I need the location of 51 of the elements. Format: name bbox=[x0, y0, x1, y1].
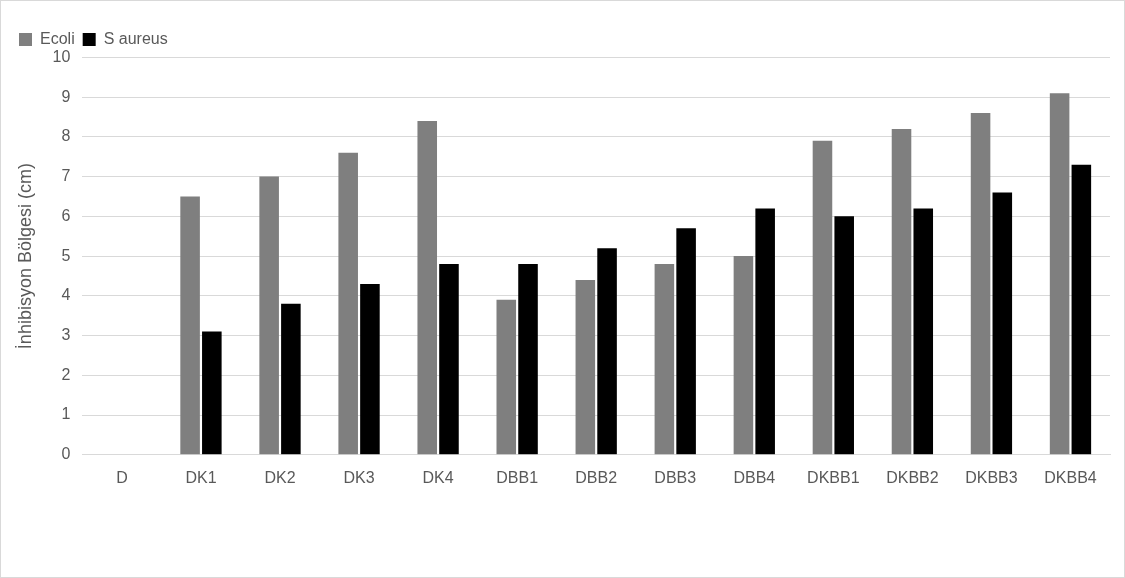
bar bbox=[654, 264, 675, 455]
x-tick-label: DKBB1 bbox=[807, 468, 860, 486]
bar bbox=[992, 192, 1013, 455]
y-tick-label: 5 bbox=[61, 246, 71, 264]
bar bbox=[338, 152, 358, 455]
bar bbox=[417, 120, 438, 455]
bar bbox=[496, 299, 517, 455]
bar bbox=[812, 140, 833, 455]
y-tick-label: 2 bbox=[61, 365, 71, 383]
legend-label: S aureus bbox=[103, 29, 168, 47]
y-axis-title: İnhibisyon Bölgesi (cm) bbox=[14, 163, 35, 350]
y-tick-label: 10 bbox=[52, 47, 71, 65]
y-tick-label: 8 bbox=[61, 127, 71, 145]
y-tick-label: 7 bbox=[61, 167, 71, 185]
x-tick-label: DK4 bbox=[422, 468, 454, 486]
bar bbox=[1071, 164, 1092, 455]
legend-label: Ecoli bbox=[40, 29, 75, 47]
y-tick-label: 1 bbox=[61, 405, 71, 423]
bar bbox=[281, 303, 301, 455]
y-tick-label: 0 bbox=[61, 445, 71, 463]
x-tick-label: DBB3 bbox=[654, 468, 697, 486]
x-tick-label: DK3 bbox=[343, 468, 375, 486]
bar bbox=[891, 128, 912, 455]
x-tick-label: DKBB3 bbox=[965, 468, 1018, 486]
x-tick-label: DK1 bbox=[185, 468, 217, 486]
bar bbox=[1049, 93, 1070, 455]
y-tick-label: 6 bbox=[61, 206, 71, 224]
bar bbox=[180, 196, 200, 455]
x-tick-label: DK2 bbox=[264, 468, 296, 486]
x-tick-label: DBB2 bbox=[575, 468, 618, 486]
bar bbox=[970, 113, 991, 455]
x-tick-label: DKBB2 bbox=[886, 468, 939, 486]
bar bbox=[575, 279, 596, 455]
bar bbox=[202, 331, 222, 455]
bar bbox=[259, 176, 279, 455]
x-tick-label: DKBB4 bbox=[1044, 468, 1097, 486]
bar bbox=[439, 264, 459, 455]
x-tick-label: DBB1 bbox=[496, 468, 539, 486]
bar bbox=[360, 283, 380, 455]
bar bbox=[676, 228, 696, 455]
bar bbox=[518, 264, 538, 455]
y-tick-label: 4 bbox=[61, 286, 71, 304]
bar bbox=[913, 208, 934, 455]
y-tick-label: 9 bbox=[61, 87, 71, 105]
x-tick-label: DBB4 bbox=[733, 468, 776, 486]
bar bbox=[755, 208, 775, 455]
x-tick-label: D bbox=[116, 468, 128, 486]
bar bbox=[597, 248, 617, 455]
bar bbox=[733, 256, 754, 455]
bar bbox=[834, 216, 854, 455]
y-tick-label: 3 bbox=[61, 325, 71, 343]
